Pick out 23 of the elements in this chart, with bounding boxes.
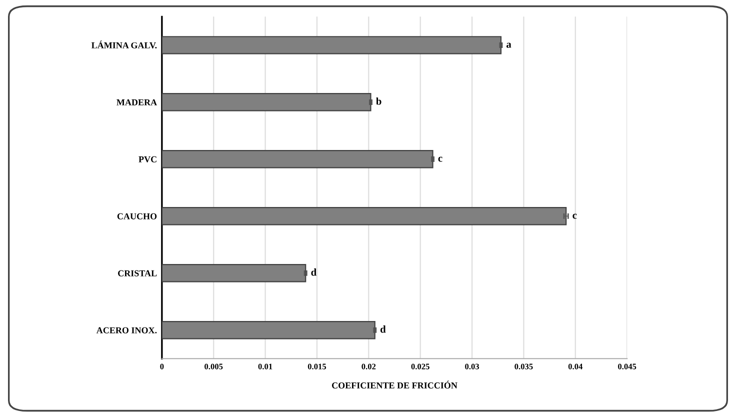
y-tick-label: LÁMINA GALV. [91,40,157,48]
x-tick-label: 0.025 [411,364,430,370]
x-tick-label: 0.04 [568,364,583,370]
x-tick-label: 0.015 [308,364,326,370]
y-tick-label: ACERO INOX. [96,327,157,334]
y-tick-label: PVC [138,156,156,162]
x-axis-title: COEFICIENTE DE FRICCIÓN [332,380,458,389]
x-tick-label: 0 [160,364,164,370]
x-tick-label: 0.02 [362,364,376,370]
annotation: b [376,97,382,105]
annotation: d [311,268,316,276]
annotation: c [572,214,577,219]
x-tick-label: 0.03 [465,364,480,370]
annotation: a [506,42,512,48]
x-tick-label: 0.01 [258,364,272,370]
annotation: d [380,325,386,333]
x-tick-label: 0.035 [514,364,533,370]
y-tick-label: MADERA [116,99,157,106]
annotation: c [438,156,442,162]
x-tick-label: 0.045 [618,364,636,370]
x-tick-label: 0.005 [204,364,223,370]
y-tick-label: CRISTAL [118,270,157,276]
y-tick-label: CAUCHO [117,213,157,220]
